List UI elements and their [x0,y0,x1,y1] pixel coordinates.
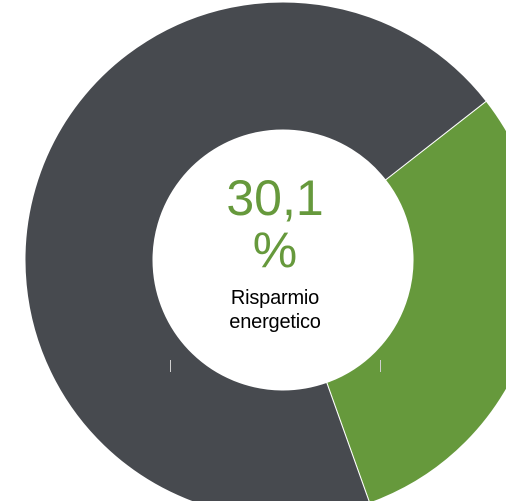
center-value-number: 30,1 [226,170,324,226]
right-tick-mark [380,360,381,372]
center-value-unit: % [252,222,298,278]
center-caption-line-1: Risparmio [230,287,320,309]
center-label: 30,1 % Risparmio energetico [170,172,380,334]
left-tick-mark [170,360,171,372]
center-caption-line-2: energetico [229,311,321,333]
donut-slices [24,1,506,501]
center-value: 30,1 % [170,172,380,276]
donut-slice-1 [326,100,506,501]
center-caption: Risparmio energetico [170,286,380,334]
donut-slice-2 [24,1,488,501]
